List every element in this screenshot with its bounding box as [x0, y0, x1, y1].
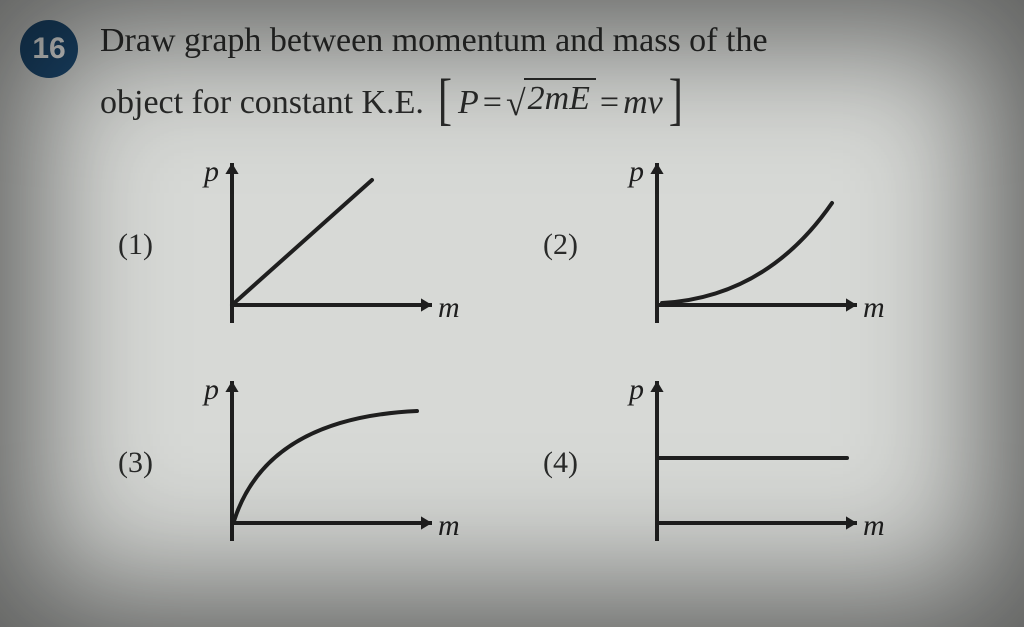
equation-bracket: [ P = √ 2mE = mv ]: [434, 74, 687, 131]
eq-eq1: =: [483, 80, 502, 126]
svg-text:m: m: [438, 291, 460, 324]
svg-text:m: m: [863, 509, 885, 542]
option-label: (1): [118, 228, 164, 262]
question-page: 16 Draw graph between momentum and mass …: [0, 0, 1024, 627]
svg-text:m: m: [863, 291, 885, 324]
option-label: (3): [118, 446, 164, 480]
question-number-badge: 16: [20, 20, 78, 78]
eq-eq2: =: [600, 80, 619, 126]
question-text: Draw graph between momentum and mass of …: [100, 18, 984, 131]
question-number: 16: [32, 32, 65, 66]
option-label: (2): [543, 228, 589, 262]
radical-sign: √: [506, 79, 526, 127]
option-graph: p m: [597, 145, 897, 345]
option-graph: p m: [597, 363, 897, 563]
question-line-2: object for constant K.E. [ P = √ 2mE = m…: [100, 74, 984, 131]
left-bracket: [: [438, 62, 452, 139]
equation: P = √ 2mE = mv: [452, 78, 669, 126]
option-1[interactable]: (1) p m: [118, 145, 513, 345]
eq-lhs: P: [458, 80, 479, 126]
options-grid: (1) p m (2) p m (3) p m (4): [118, 145, 938, 563]
svg-text:p: p: [202, 373, 219, 406]
svg-text:p: p: [627, 155, 644, 188]
option-graph: p m: [172, 363, 472, 563]
svg-text:m: m: [438, 509, 460, 542]
question-header: 16 Draw graph between momentum and mass …: [20, 18, 984, 131]
eq-sqrt: √ 2mE: [506, 78, 596, 126]
option-label: (4): [543, 446, 589, 480]
question-line-1: Draw graph between momentum and mass of …: [100, 18, 984, 64]
option-4[interactable]: (4) p m: [543, 363, 938, 563]
eq-radicand: 2mE: [524, 78, 596, 117]
option-2[interactable]: (2) p m: [543, 145, 938, 345]
option-graph: p m: [172, 145, 472, 345]
svg-text:p: p: [202, 155, 219, 188]
svg-text:p: p: [627, 373, 644, 406]
eq-rhs: mv: [623, 80, 663, 126]
option-3[interactable]: (3) p m: [118, 363, 513, 563]
question-line-2-prefix: object for constant K.E.: [100, 80, 424, 126]
right-bracket: ]: [669, 62, 683, 139]
